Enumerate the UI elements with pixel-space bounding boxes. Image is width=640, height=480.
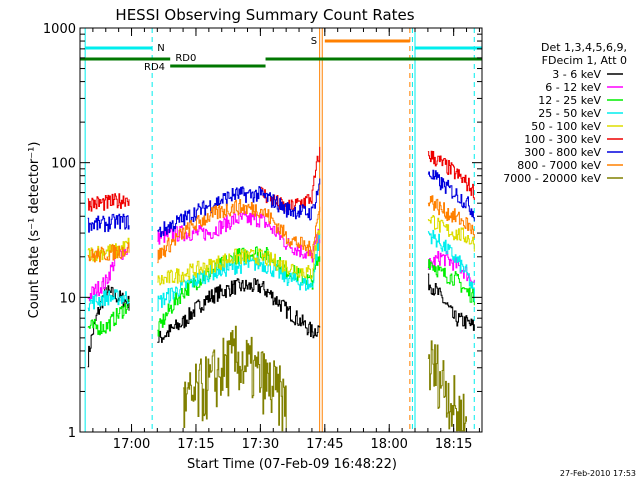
series-line bbox=[427, 169, 475, 222]
night-label: N bbox=[157, 43, 164, 54]
series-line bbox=[157, 218, 321, 286]
series-line bbox=[157, 278, 321, 343]
x-tick-label: 18:00 bbox=[370, 437, 407, 452]
y-axis-label: Count Rate (s⁻¹ detector⁻¹) bbox=[27, 142, 42, 319]
legend-header: Det 1,3,4,5,6,9, bbox=[541, 41, 627, 54]
series-line bbox=[157, 199, 321, 264]
x-tick-label: 17:30 bbox=[242, 437, 279, 452]
legend-label: 6 - 12 keV bbox=[545, 81, 601, 94]
series-line bbox=[157, 178, 321, 237]
series-line bbox=[427, 251, 475, 287]
legend-label: 300 - 800 keV bbox=[524, 146, 601, 159]
timestamp: 27-Feb-2010 17:53 bbox=[559, 469, 636, 478]
series-line bbox=[427, 273, 475, 331]
y-tick-label: 1 bbox=[68, 426, 76, 441]
chart-title: HESSI Observing Summary Count Rates bbox=[115, 6, 414, 24]
series-line bbox=[427, 215, 475, 252]
legend-label: 100 - 300 keV bbox=[524, 133, 601, 146]
series-line bbox=[427, 259, 475, 306]
series-line bbox=[87, 193, 130, 212]
decim-label-rd0: RD0 bbox=[175, 53, 196, 64]
y-tick-label: 1000 bbox=[43, 22, 76, 37]
series-line bbox=[87, 242, 130, 263]
series-line bbox=[157, 211, 321, 263]
x-tick-label: 17:15 bbox=[177, 437, 214, 452]
series-line bbox=[427, 150, 475, 200]
saa-label: S bbox=[311, 36, 317, 47]
series-line bbox=[87, 299, 130, 336]
legend-label: 25 - 50 keV bbox=[538, 107, 601, 120]
legend-header: FDecim 1, Att 0 bbox=[542, 54, 627, 67]
series-line bbox=[427, 340, 467, 432]
x-tick-label: 18:15 bbox=[435, 437, 472, 452]
legend-label: 7000 - 20000 keV bbox=[503, 172, 601, 185]
series-line bbox=[427, 195, 475, 239]
series-line bbox=[260, 146, 321, 215]
legend-label: 800 - 7000 keV bbox=[517, 159, 601, 172]
decim-label-rd4: RD4 bbox=[144, 62, 165, 73]
x-axis-label: Start Time (07-Feb-09 16:48:22) bbox=[187, 457, 397, 472]
legend-label: 3 - 6 keV bbox=[552, 68, 601, 81]
series-line bbox=[87, 243, 130, 302]
x-tick-label: 17:45 bbox=[306, 437, 343, 452]
series-line bbox=[427, 229, 475, 302]
series-line bbox=[87, 213, 130, 233]
plot-frame bbox=[79, 27, 483, 433]
y-tick-label: 10 bbox=[59, 291, 76, 306]
x-tick-label: 17:00 bbox=[113, 437, 150, 452]
series-line bbox=[183, 325, 287, 432]
series-line bbox=[87, 289, 130, 312]
y-tick-label: 100 bbox=[51, 157, 76, 172]
legend-label: 12 - 25 keV bbox=[538, 94, 601, 107]
series-line bbox=[157, 233, 321, 312]
legend-label: 50 - 100 keV bbox=[531, 120, 601, 133]
